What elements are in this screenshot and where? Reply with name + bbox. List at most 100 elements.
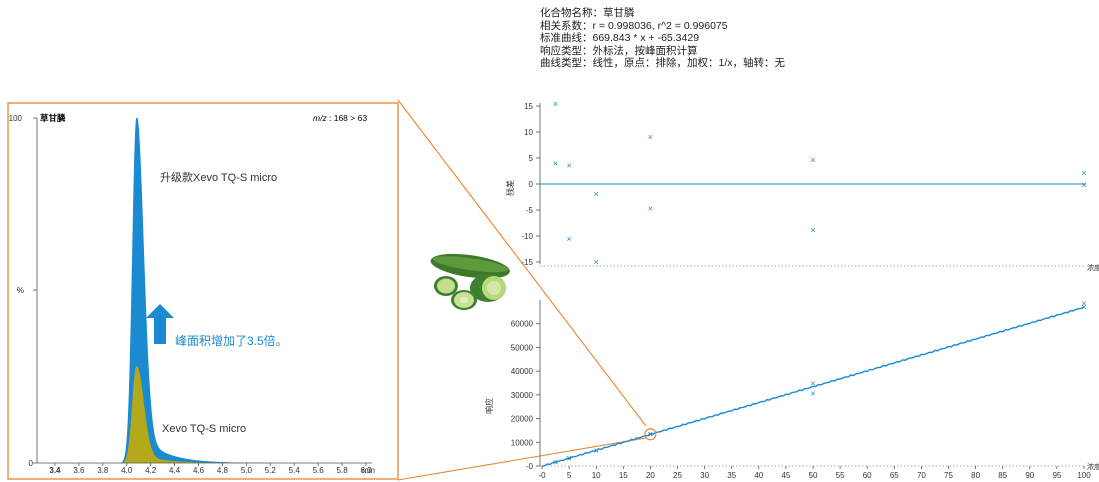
chromatogram-y-tick-label: 100	[9, 114, 23, 123]
calibration-x-ticks: -0 5 10 15 20 25 30 35 40 45 50 55 60 65 70 75 80 85 90 95 1…	[538, 466, 1091, 480]
chromatogram-x-tick-label: 5.6	[313, 466, 325, 475]
residual-points: × × × × × × × × × × × ×	[553, 99, 1087, 267]
chromatogram-x-tick-label: 4.2	[145, 466, 157, 475]
correlation-coefficient: 相关系数：r = 0.998036, r^2 = 0.996075	[540, 19, 728, 32]
residual-point: ×	[566, 160, 571, 170]
chromatogram-x-tick-label: 5.4	[289, 466, 301, 475]
calibration-fit-line	[541, 306, 1085, 467]
calibration-point: ×	[1081, 302, 1086, 312]
chromatogram-y-tick-label: 0	[29, 459, 34, 468]
calibration-x-tick-label: 5	[567, 471, 572, 480]
chromatogram-panel: 100 0 % 草甘膦 m/z : 168 > 63 3.4 3.6 3.8 4.0 4…	[7, 102, 399, 480]
calibration-point: ×	[566, 453, 571, 463]
calibration-x-tick-label: 75	[944, 471, 953, 480]
calibration-y-tick-label: -0	[526, 462, 534, 471]
residual-y-tick-label: -15	[521, 258, 533, 267]
calibration-x-tick-label: 10	[592, 471, 601, 480]
residual-y-tick-label: 10	[524, 128, 533, 137]
residual-y-ticks: 15 10 5 0 -5 -10 -15	[521, 102, 540, 267]
residual-point: ×	[648, 203, 653, 213]
calibration-point: ×	[594, 446, 599, 456]
calibration-x-tick-label: 20	[646, 471, 655, 480]
base-series-label: Xevo TQ-S micro	[162, 423, 246, 435]
residual-point: ×	[594, 189, 599, 199]
calibration-x-tick-label: 30	[700, 471, 709, 480]
residual-point: ×	[566, 234, 571, 244]
calibration-point: ×	[1081, 299, 1086, 309]
residual-y-tick-label: -5	[526, 206, 534, 215]
calibration-y-tick-label: 50000	[511, 343, 534, 352]
calibration-x-label: 浓度	[1087, 462, 1099, 471]
calibration-x-tick-label: 95	[1052, 471, 1061, 480]
transition-value: : 168 > 63	[329, 113, 367, 123]
calibration-x-tick-label: 25	[673, 471, 682, 480]
zoom-connector-bottom	[397, 437, 647, 481]
calibration-point: ×	[553, 457, 558, 467]
calibration-points: ×× ××××××××××	[553, 299, 1087, 468]
cucumber-illustration	[430, 253, 510, 310]
chromatogram-x-tick-label: 3.4	[49, 466, 61, 475]
calibration-point: ×	[553, 457, 558, 467]
calibration-x-tick-label: 45	[781, 471, 790, 480]
residual-point: ×	[594, 257, 599, 267]
up-arrow-icon	[146, 304, 174, 344]
peak-base-series	[108, 366, 271, 463]
residual-plot: 15 10 5 0 -5 -10 -15 × × × × × × × × × × × × 残差 浓度	[505, 99, 1099, 272]
calibration-y-tick-label: 60000	[511, 320, 534, 329]
calibration-point: ×	[594, 446, 599, 456]
calibration-point: ×	[648, 429, 653, 439]
calibration-x-tick-label: 55	[836, 471, 845, 480]
calibration-y-tick-label: 10000	[511, 438, 534, 447]
residual-point: ×	[553, 99, 558, 109]
chromatogram-x-tick-label: 5.0	[241, 466, 253, 475]
increase-annotation: 峰面积增加了3.5倍。	[175, 333, 288, 348]
residual-y-label: 残差	[505, 180, 515, 196]
calibration-x-tick-label: 40	[754, 471, 763, 480]
calibration-x-tick-label: 100	[1077, 471, 1091, 480]
response-type: 响应类型：外标法，按峰面积计算	[540, 44, 698, 57]
calibration-x-tick-label: 85	[998, 471, 1007, 480]
calibration-plot: -0 10000 20000 30000 40000 50000 60000 -0 5 10 15…	[484, 299, 1099, 480]
chromatogram-x-tick-label: 3.8	[97, 466, 109, 475]
calibration-point: ×	[648, 430, 653, 440]
calibration-x-tick-label: 35	[727, 471, 736, 480]
zoom-connector-top	[397, 99, 647, 427]
calibration-y-tick-label: 40000	[511, 367, 534, 376]
chromatogram-x-tick-label: 4.4	[169, 466, 181, 475]
chromatogram-x-tick-label: 4.8	[217, 466, 229, 475]
residual-y-tick-label: -10	[521, 232, 533, 241]
calibration-y-tick-label: 20000	[511, 415, 534, 424]
zoom-highlight-circle	[644, 428, 657, 441]
residual-point: ×	[1081, 168, 1086, 178]
calibration-point: ×	[810, 389, 815, 399]
curve-type: 曲线类型：线性，原点：排除，加权：1/x，轴转：无	[540, 57, 786, 70]
residual-point: ×	[810, 225, 815, 235]
chromatogram-x-tick-label: 6.0	[360, 466, 372, 475]
chromatogram-y-label: %	[17, 286, 24, 295]
residual-point: ×	[553, 159, 558, 169]
chromatogram-x-ticks: 3.4 3.6 3.8 4.0 4.2 4.4 4.6 4.8 5.0 5.2 5.4 5.6 5.8 6…	[49, 463, 372, 475]
chromatogram-x-tick-label: 4.6	[193, 466, 205, 475]
residual-x-label: 浓度	[1087, 263, 1099, 272]
compound-name: 化合物名称：草甘膦	[540, 7, 635, 19]
calibration-y-ticks: -0 10000 20000 30000 40000 50000 60000	[511, 320, 540, 471]
chromatogram-x-tick-label: 5.2	[265, 466, 277, 475]
residual-y-tick-label: 15	[524, 102, 533, 111]
chromatogram-x-unit: min	[362, 466, 375, 475]
residual-y-tick-label: 5	[529, 154, 534, 163]
calibration-x-tick-label: 65	[890, 471, 899, 480]
calibration-point: ×	[566, 454, 571, 464]
residual-point: ×	[810, 155, 815, 165]
calibration-y-tick-label: 30000	[511, 391, 534, 400]
residual-y-tick-label: 0	[529, 180, 534, 189]
calibration-point: ×	[810, 379, 815, 389]
residual-point: ×	[1081, 180, 1086, 190]
calibration-x-tick-label: 15	[619, 471, 628, 480]
chromatogram-title: 草甘膦	[40, 113, 66, 123]
chromatogram-x-tick-label: 5.8	[337, 466, 349, 475]
calibration-info: 化合物名称：草甘膦 相关系数：r = 0.998036, r^2 = 0.996…	[540, 7, 785, 70]
calibration-y-label: 响应	[484, 398, 494, 414]
residual-point: ×	[648, 132, 653, 142]
chromatogram-x-tick-label: 4.0	[121, 466, 133, 475]
